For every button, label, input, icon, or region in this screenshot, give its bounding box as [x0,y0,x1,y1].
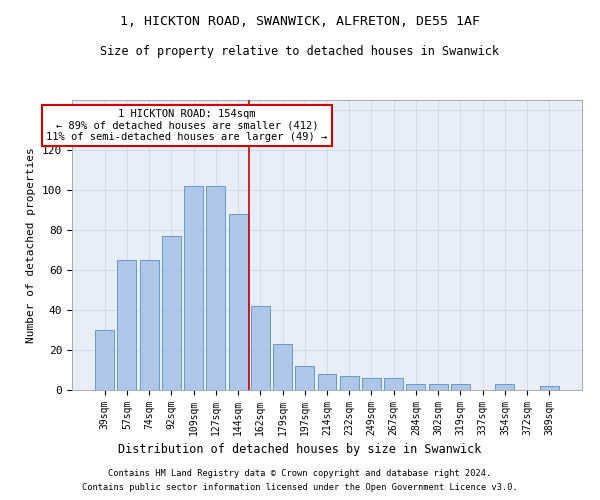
Y-axis label: Number of detached properties: Number of detached properties [26,147,37,343]
Bar [362,378,381,390]
Bar [496,384,514,390]
Text: Distribution of detached houses by size in Swanwick: Distribution of detached houses by size … [118,442,482,456]
Bar [406,384,425,390]
Bar [251,306,270,390]
Bar [118,260,136,390]
Bar [140,260,158,390]
Text: Contains public sector information licensed under the Open Government Licence v3: Contains public sector information licen… [82,484,518,492]
Bar [184,186,203,390]
Text: 1 HICKTON ROAD: 154sqm
← 89% of detached houses are smaller (412)
11% of semi-de: 1 HICKTON ROAD: 154sqm ← 89% of detached… [46,108,328,142]
Bar [317,374,337,390]
Bar [451,384,470,390]
Bar [229,214,248,390]
Bar [206,186,225,390]
Bar [540,386,559,390]
Text: Size of property relative to detached houses in Swanwick: Size of property relative to detached ho… [101,45,499,58]
Bar [384,378,403,390]
Bar [295,366,314,390]
Bar [273,344,292,390]
Text: 1, HICKTON ROAD, SWANWICK, ALFRETON, DE55 1AF: 1, HICKTON ROAD, SWANWICK, ALFRETON, DE5… [120,15,480,28]
Bar [340,376,359,390]
Bar [162,236,181,390]
Bar [429,384,448,390]
Bar [95,330,114,390]
Text: Contains HM Land Registry data © Crown copyright and database right 2024.: Contains HM Land Registry data © Crown c… [109,468,491,477]
